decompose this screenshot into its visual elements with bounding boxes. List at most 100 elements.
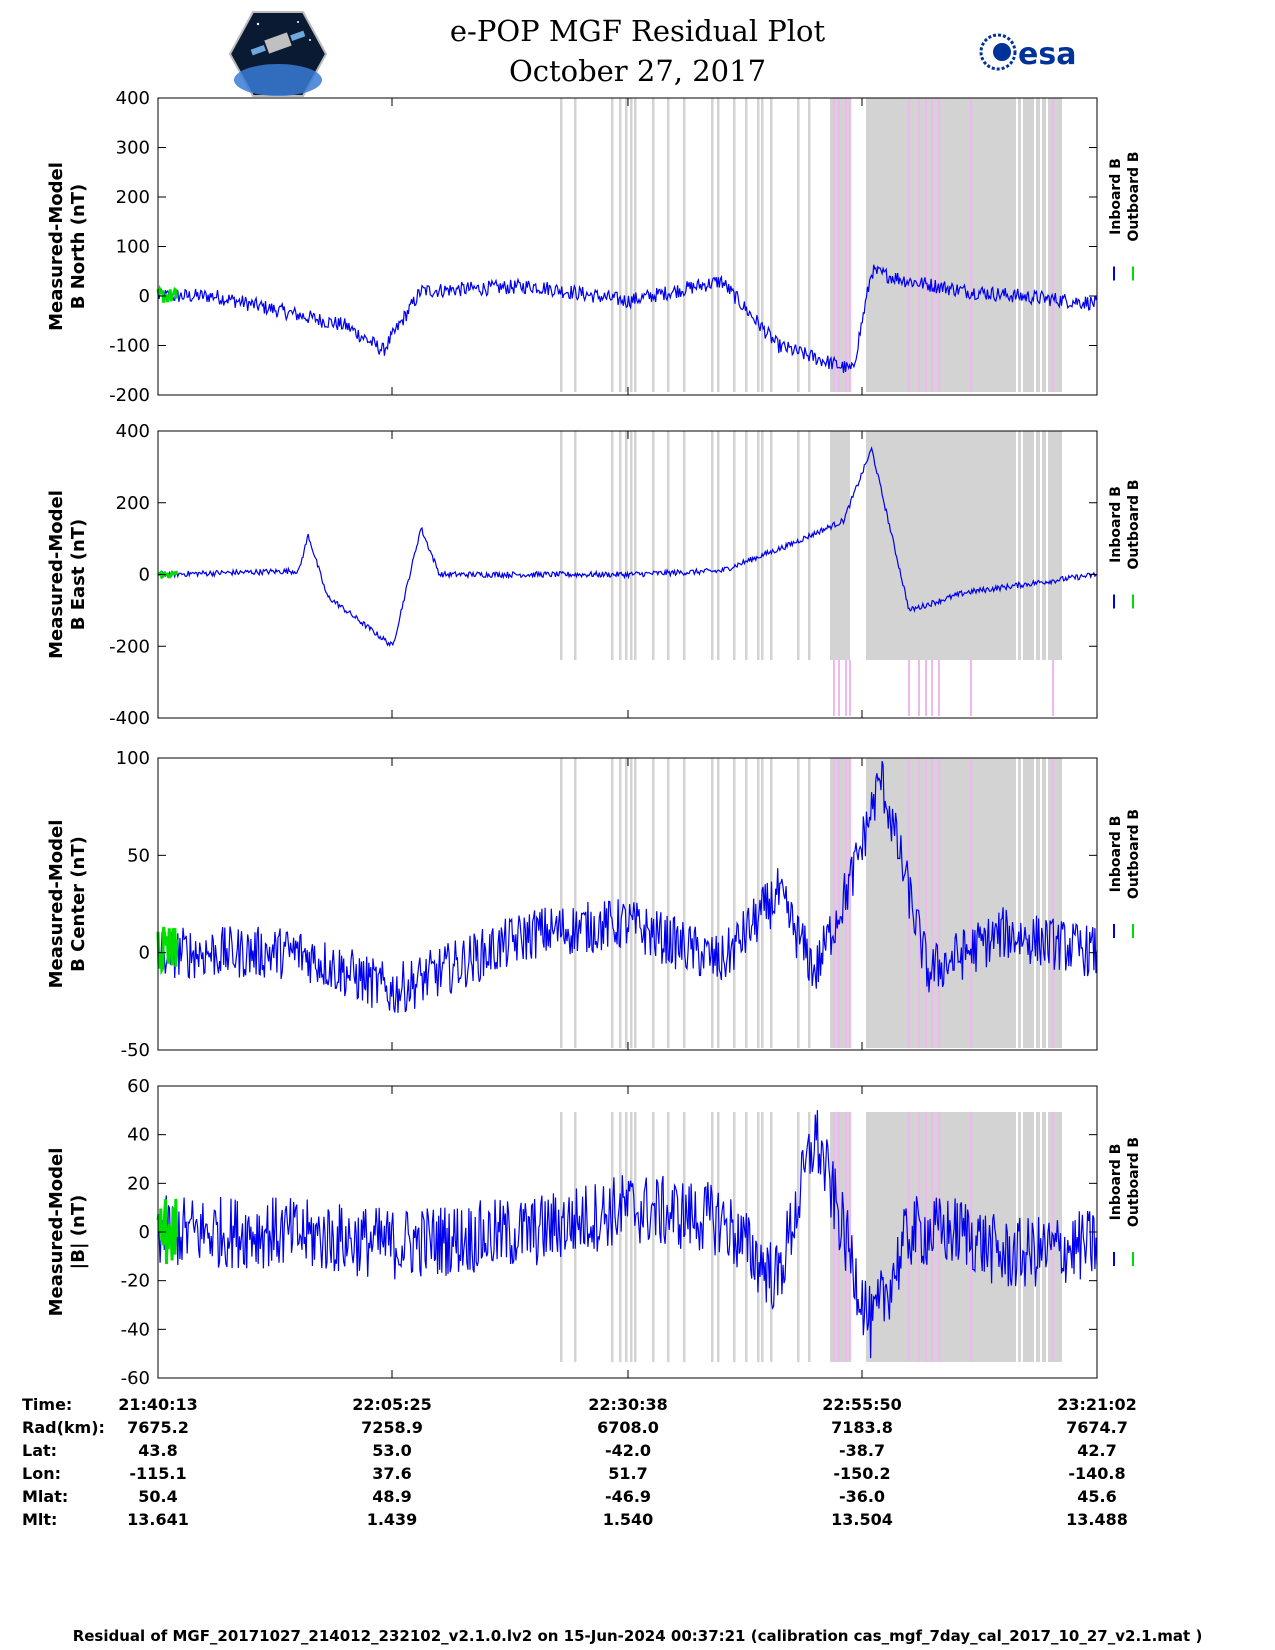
gap-stripe-pink bbox=[938, 1112, 940, 1362]
y-tick-label: 400 bbox=[116, 88, 150, 109]
gap-stripe bbox=[733, 1112, 736, 1362]
x-tick-label: 21:40:13 bbox=[118, 1395, 198, 1414]
legend-inboard-label: Inboard B bbox=[1108, 158, 1124, 235]
info-value: -38.7 bbox=[838, 1441, 886, 1460]
gap-clear bbox=[1040, 758, 1042, 1048]
y-tick-label: 0 bbox=[139, 943, 150, 964]
info-row-label: Rad(km): bbox=[22, 1418, 105, 1437]
y-tick-label: 100 bbox=[116, 237, 150, 258]
info-value: 1.439 bbox=[366, 1510, 418, 1529]
y-tick-label: 200 bbox=[116, 187, 150, 208]
y-axis-unit-label: |B| (nT) bbox=[68, 1195, 89, 1270]
gap-stripe bbox=[560, 431, 563, 660]
y-axis-unit-label: B Center (nT) bbox=[68, 836, 89, 972]
gap-stripe bbox=[770, 98, 773, 392]
gap-stripe-pink bbox=[849, 1112, 851, 1362]
info-value: 48.9 bbox=[372, 1487, 412, 1506]
gap-stripe-pink bbox=[1052, 758, 1054, 1048]
info-row-label: Lon: bbox=[22, 1464, 61, 1483]
gap-stripe-pink bbox=[833, 660, 835, 716]
y-axis-unit-label: B North (nT) bbox=[68, 184, 89, 310]
gap-clear bbox=[1034, 431, 1036, 660]
gap-stripe-pink bbox=[938, 98, 940, 392]
gap-stripe-pink bbox=[838, 660, 840, 716]
y-tick-label: -60 bbox=[121, 1368, 150, 1389]
gap-stripe bbox=[611, 98, 614, 392]
info-row-label: Time: bbox=[22, 1395, 73, 1414]
info-value: 6708.0 bbox=[597, 1418, 659, 1437]
gap-stripe bbox=[808, 431, 811, 660]
footer-caption: Residual of MGF_20171027_214012_232102_v… bbox=[72, 1627, 1203, 1645]
gap-stripe bbox=[770, 1112, 773, 1362]
outboard-b-series bbox=[156, 926, 179, 976]
info-value: -150.2 bbox=[833, 1464, 891, 1483]
gap-stripe-pink bbox=[918, 660, 920, 716]
y-tick-label: 300 bbox=[116, 138, 150, 159]
legend-outboard-label: Outboard B bbox=[1126, 479, 1142, 569]
gap-stripe bbox=[745, 1112, 748, 1362]
gap-stripe bbox=[619, 98, 622, 392]
gap-stripe-pink bbox=[849, 660, 851, 716]
gap-clear bbox=[1046, 431, 1048, 660]
gap-stripe-pink bbox=[970, 660, 972, 716]
gap-clear bbox=[1021, 1112, 1023, 1362]
gap-stripe bbox=[619, 758, 622, 1048]
gap-stripe bbox=[683, 98, 686, 392]
info-value: -140.8 bbox=[1068, 1464, 1126, 1483]
gap-clear bbox=[1034, 98, 1036, 392]
y-tick-label: -200 bbox=[109, 385, 150, 406]
y-tick-label: 200 bbox=[116, 493, 150, 514]
gap-stripe-pink bbox=[849, 98, 851, 392]
gap-stripe bbox=[625, 758, 628, 1048]
gap-clear bbox=[1046, 1112, 1048, 1362]
gap-stripe bbox=[745, 98, 748, 392]
gap-stripe bbox=[625, 98, 628, 392]
info-value: -36.0 bbox=[838, 1487, 886, 1506]
esa-logo: esa bbox=[979, 33, 1076, 72]
gap-stripe bbox=[574, 431, 577, 660]
gap-stripe bbox=[574, 98, 577, 392]
gap-stripe-pink bbox=[838, 98, 840, 392]
gap-band bbox=[830, 431, 850, 660]
y-tick-label: -40 bbox=[121, 1319, 150, 1340]
legend-inboard-label: Inboard B bbox=[1108, 486, 1124, 563]
info-row-label: Mlat: bbox=[22, 1487, 69, 1506]
legend: Inboard B Outboard B bbox=[1108, 1137, 1142, 1266]
gap-stripe bbox=[797, 1112, 800, 1362]
x-tick-label: 22:05:25 bbox=[352, 1395, 432, 1414]
y-axis-unit-label: B East (nT) bbox=[68, 519, 89, 631]
gap-stripe-pink bbox=[925, 98, 927, 392]
info-value: 53.0 bbox=[372, 1441, 412, 1460]
panel-3: 100 50 0 -50 Measured-Model B Center (nT) Inbo… bbox=[46, 748, 1142, 1061]
info-value: 7675.2 bbox=[127, 1418, 189, 1437]
gap-stripe bbox=[733, 98, 736, 392]
info-value: 7674.7 bbox=[1066, 1418, 1128, 1437]
info-value: 7258.9 bbox=[361, 1418, 423, 1437]
gap-stripe bbox=[757, 758, 760, 1048]
legend-outboard-label: Outboard B bbox=[1126, 151, 1142, 241]
gap-stripe bbox=[733, 431, 736, 660]
gap-stripe bbox=[652, 431, 655, 660]
gap-stripe bbox=[717, 758, 720, 1048]
gap-clear bbox=[1021, 98, 1023, 392]
gap-stripe bbox=[625, 1112, 628, 1362]
y-tick-label: -20 bbox=[121, 1271, 150, 1292]
gap-stripe bbox=[630, 758, 633, 1048]
y-tick-label: -50 bbox=[121, 1040, 150, 1061]
gap-clear bbox=[1021, 758, 1023, 1048]
gap-stripe bbox=[634, 758, 637, 1048]
gap-stripe bbox=[717, 431, 720, 660]
y-tick-label: 0 bbox=[139, 1222, 150, 1243]
gap-stripe bbox=[757, 431, 760, 660]
gap-stripe-pink bbox=[849, 758, 851, 1048]
esa-logo-text: esa bbox=[1018, 37, 1076, 72]
gap-stripe bbox=[611, 758, 614, 1048]
gap-stripe bbox=[625, 431, 628, 660]
gap-stripe bbox=[808, 1112, 811, 1362]
gap-stripe bbox=[652, 98, 655, 392]
data-gap-shading bbox=[560, 758, 1062, 1048]
y-axis-label: Measured-Model bbox=[46, 820, 67, 989]
gap-stripe bbox=[667, 1112, 670, 1362]
info-value: -42.0 bbox=[604, 1441, 652, 1460]
